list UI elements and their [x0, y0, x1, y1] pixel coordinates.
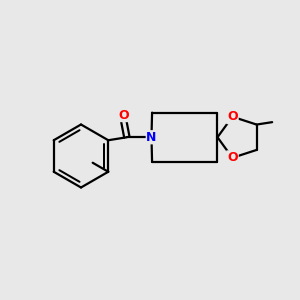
Text: N: N: [146, 131, 157, 144]
Text: O: O: [118, 109, 129, 122]
Text: O: O: [227, 110, 238, 123]
Text: O: O: [227, 151, 238, 164]
